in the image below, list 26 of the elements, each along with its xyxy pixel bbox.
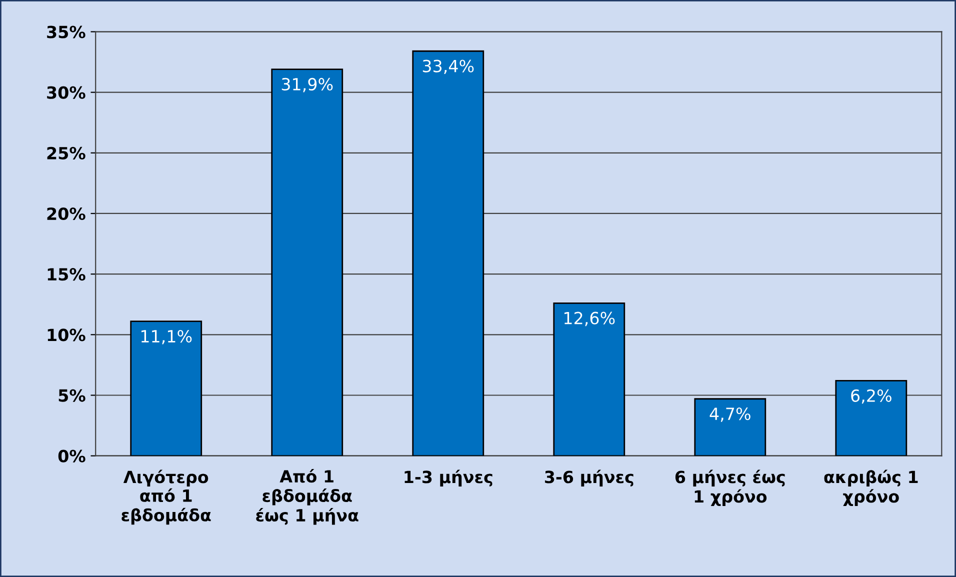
y-tick-label: 20% [47,207,86,220]
bar [130,320,202,456]
y-tick-label: 5% [58,389,86,402]
data-label: 33,4% [422,60,474,74]
y-tick-label: 35% [47,26,86,38]
x-tick-label: Από 1 εβδομάδα έως 1 μήνα [256,469,358,525]
bar [271,68,344,456]
y-tick-label: 10% [48,328,86,342]
bar [694,398,766,456]
data-label: 11,1% [141,330,192,344]
data-label: 12,6% [564,312,615,326]
x-tick-label: 6 μήνες έως 1 χρόνο [675,470,785,506]
bar [412,50,484,456]
x-tick-label: ακριβώς 1 χρόνο [824,470,918,506]
data-label: 31,9% [282,78,333,92]
x-tick-label: 3-6 μήνες [544,470,634,487]
y-tick-label: 15% [48,268,86,281]
data-label: 6,2% [851,389,892,404]
bar [553,302,626,456]
x-tick-label: Λιγότερο από 1 εβδομάδα [122,470,211,525]
data-label: 4,7% [710,408,750,422]
y-tick-label: 0% [58,450,86,462]
x-tick-label: 1-3 μήνες [404,470,492,487]
bar [835,380,908,456]
y-tick-label: 25% [47,146,86,160]
y-tick-label: 30% [47,86,86,99]
